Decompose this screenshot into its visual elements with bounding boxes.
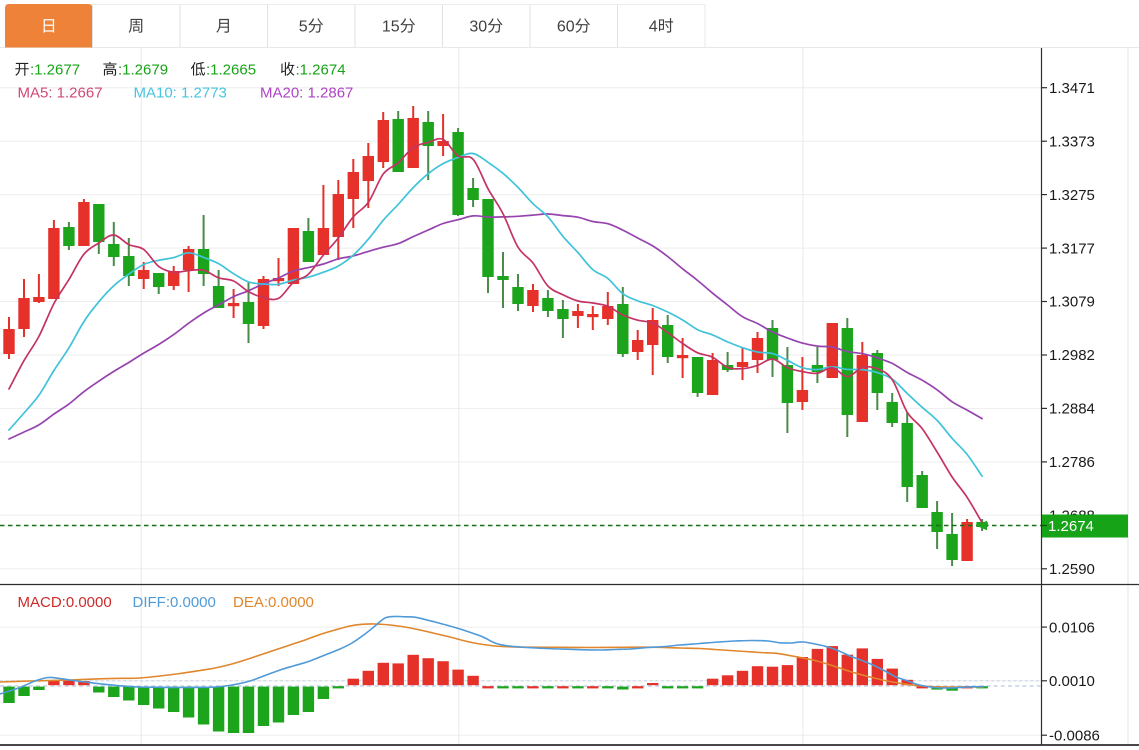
svg-text::1.2665: :1.2665: [206, 62, 256, 79]
svg-text:0.0010: 0.0010: [1049, 673, 1095, 690]
svg-text:15: 15: [382, 19, 400, 36]
svg-text:MA20: 1.2867: MA20: 1.2867: [260, 85, 353, 102]
svg-text:5: 5: [299, 19, 308, 36]
svg-text:DEA:0.0000: DEA:0.0000: [233, 594, 314, 611]
svg-text:0.0106: 0.0106: [1049, 619, 1095, 636]
svg-text:MA5: 1.2667: MA5: 1.2667: [18, 85, 103, 102]
svg-text:1.3079: 1.3079: [1049, 294, 1095, 311]
svg-text:1.3177: 1.3177: [1049, 240, 1095, 257]
svg-text:1.3275: 1.3275: [1049, 187, 1095, 204]
svg-text:MA10: 1.2773: MA10: 1.2773: [134, 85, 227, 102]
svg-text::1.2674: :1.2674: [296, 62, 346, 79]
svg-text:60: 60: [557, 19, 575, 36]
svg-text:4: 4: [649, 19, 658, 36]
svg-text:MACD:0.0000: MACD:0.0000: [18, 594, 112, 611]
svg-text:1.2884: 1.2884: [1049, 401, 1095, 418]
svg-text::1.2679: :1.2679: [118, 62, 168, 79]
svg-text::1.2677: :1.2677: [30, 62, 80, 79]
svg-text:1.3373: 1.3373: [1049, 133, 1095, 150]
svg-text:1.2674: 1.2674: [1048, 518, 1094, 535]
svg-text:1.3471: 1.3471: [1049, 80, 1095, 97]
svg-text:-0.0086: -0.0086: [1049, 727, 1100, 744]
svg-text:DIFF:0.0000: DIFF:0.0000: [133, 594, 216, 611]
svg-text:30: 30: [469, 19, 487, 36]
svg-text:1.2982: 1.2982: [1049, 347, 1095, 364]
svg-text:1.2590: 1.2590: [1049, 561, 1095, 578]
svg-text:1.2786: 1.2786: [1049, 454, 1095, 471]
